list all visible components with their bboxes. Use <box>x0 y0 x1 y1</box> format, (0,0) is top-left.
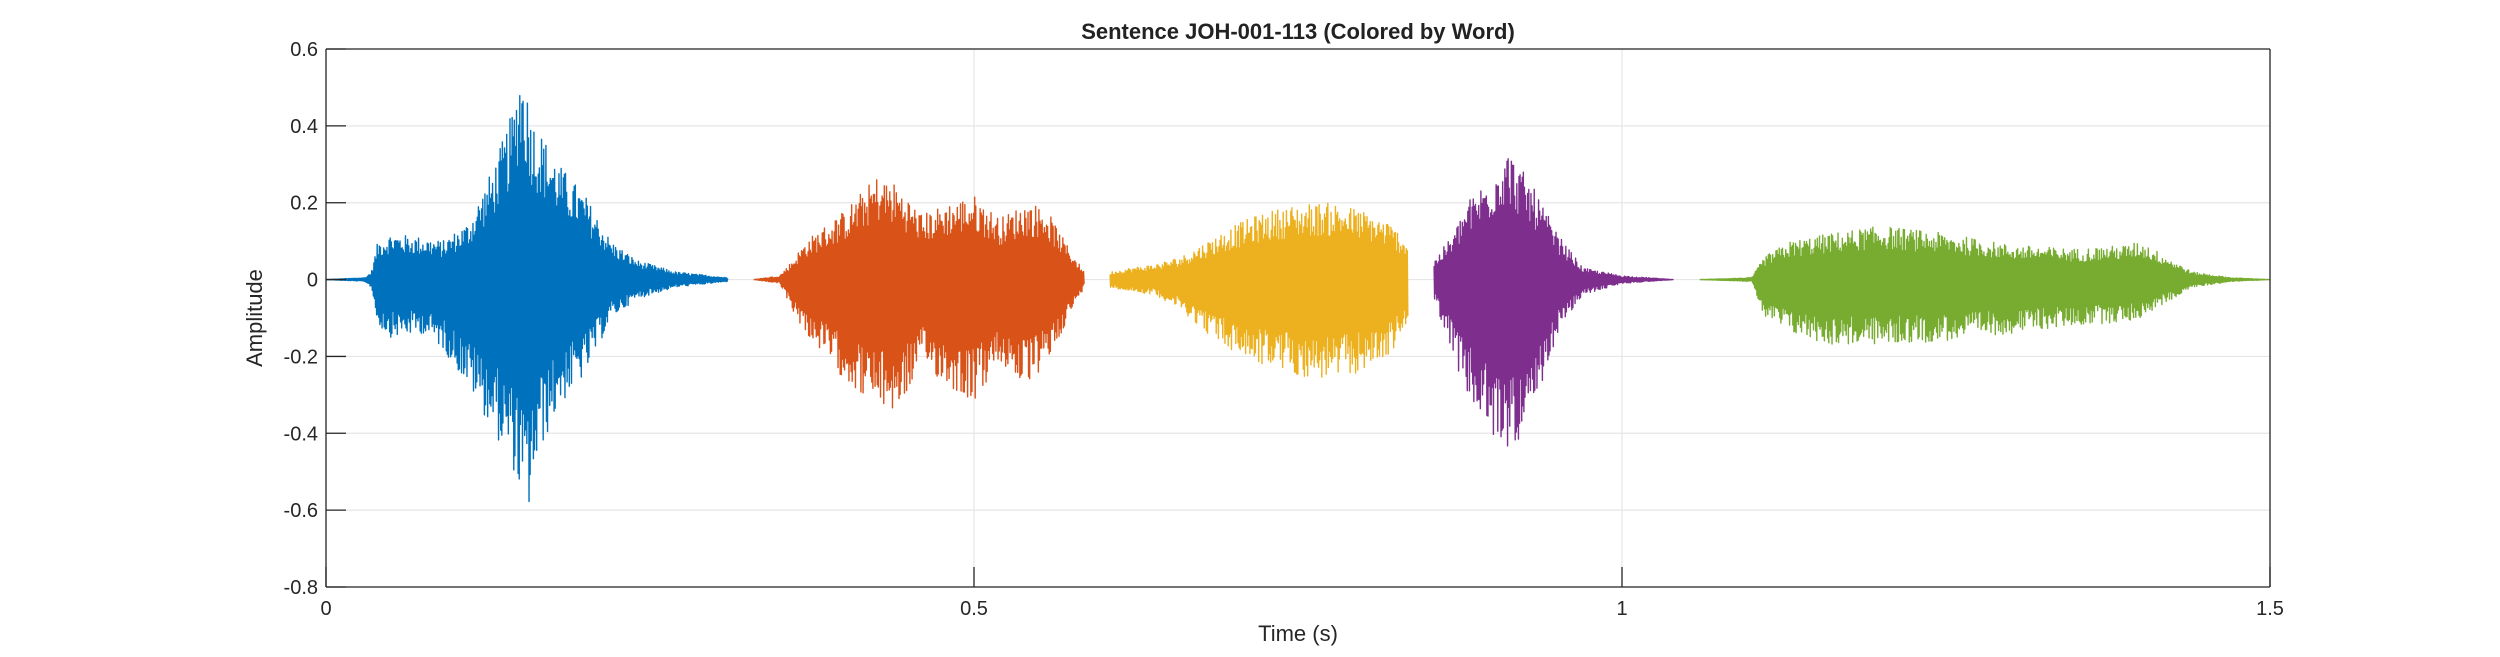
y-tick-label: 0 <box>307 270 318 292</box>
y-axis-label: Amplitude <box>242 269 267 367</box>
chart-title: Sentence JOH-001-113 (Colored by Word) <box>1081 19 1515 44</box>
waveform-series <box>325 94 2270 503</box>
y-tick-label: -0.2 <box>284 346 318 368</box>
tick-labels: 0 0.5 1 1.5 -0.8 -0.6 -0.4 -0.2 0 0.2 0.4 0.6 <box>284 39 2284 620</box>
y-tick-label: -0.4 <box>284 423 318 445</box>
x-tick-label: 0.5 <box>960 598 988 620</box>
series-line-word-4 <box>1433 158 1674 447</box>
y-tick-label: -0.6 <box>284 500 318 522</box>
y-tick-label: 0.4 <box>290 116 318 138</box>
y-tick-label: 0.6 <box>290 39 318 61</box>
series-line-word-1 <box>325 94 729 503</box>
series-line-word-2 <box>753 179 1085 409</box>
series-line-word-5 <box>1699 226 2270 345</box>
x-tick-label: 0 <box>320 598 331 620</box>
y-tick-label: -0.8 <box>284 577 318 599</box>
y-tick-label: 0.2 <box>290 193 318 215</box>
x-axis-label: Time (s) <box>1258 621 1338 646</box>
axes <box>325 48 2271 588</box>
x-tick-label: 1.5 <box>2256 598 2284 620</box>
x-tick-label: 1 <box>1616 598 1627 620</box>
series-line-word-3 <box>1109 202 1409 378</box>
